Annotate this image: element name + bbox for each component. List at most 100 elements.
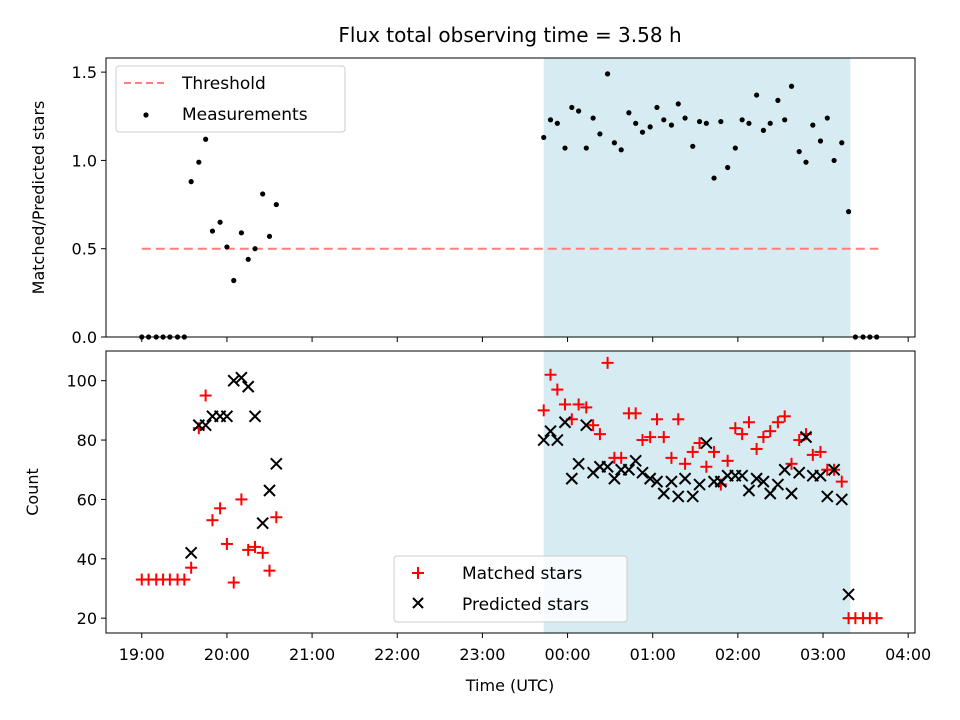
- matched-star-point: [256, 546, 269, 559]
- measurement-point: [725, 164, 731, 171]
- matched-star-point: [764, 425, 777, 438]
- measurement-point: [661, 117, 667, 123]
- predicted-star-point: [227, 374, 240, 387]
- matched-star-point: [185, 561, 198, 574]
- matched-star-point: [587, 419, 600, 432]
- measurement-point: [196, 159, 202, 165]
- measurement-point: [760, 127, 767, 133]
- y-tick-label: 1.5: [72, 63, 97, 82]
- measurement-point: [604, 71, 611, 77]
- predicted-star-point: [622, 463, 636, 476]
- measurement-point: [746, 120, 752, 126]
- predicted-star-point: [537, 433, 550, 447]
- matched-star-point: [263, 564, 276, 577]
- measurement-point: [209, 228, 216, 234]
- ratio-legend: Threshold Measurements: [115, 65, 346, 133]
- predicted-star-point: [242, 380, 255, 393]
- legend-matched-swatch: [412, 567, 424, 579]
- count-y-axis: 20 40 60 80 100: [66, 372, 106, 628]
- y-tick-label: 1.0: [72, 151, 97, 170]
- matched-star-point: [206, 514, 219, 527]
- measurement-point: [668, 122, 675, 128]
- predicted-star-point: [235, 371, 248, 384]
- predicted-star-point: [629, 454, 642, 468]
- matched-star-point: [650, 413, 663, 426]
- matched-star-point: [601, 356, 614, 369]
- predicted-star-point: [678, 472, 692, 485]
- x-tick-label: 00:00: [545, 645, 591, 664]
- predicted-star-point: [771, 478, 785, 491]
- matched-star-point: [771, 416, 784, 429]
- measurement-point: [611, 140, 617, 146]
- measurement-point: [260, 191, 266, 197]
- measurement-point: [817, 138, 824, 144]
- measurement-point: [576, 108, 582, 114]
- matched-star-point: [785, 457, 798, 470]
- matched-star-point: [742, 416, 755, 429]
- predicted-star-point: [263, 484, 276, 497]
- predicted-star-point: [650, 475, 664, 488]
- predicted-star-point: [601, 460, 614, 473]
- matched-star-point: [870, 612, 883, 625]
- matched-star-point: [700, 460, 713, 473]
- measurement-point: [754, 92, 760, 98]
- matched-star-point: [686, 445, 699, 458]
- legend-predicted-swatch: [412, 597, 424, 609]
- count-legend: Matched stars Predicted stars: [393, 555, 628, 623]
- predicted-star-point: [757, 475, 770, 488]
- matched-star-point: [721, 454, 734, 467]
- x-tick-label: 20:00: [204, 645, 250, 664]
- predicted-star-point: [572, 457, 585, 471]
- matched-star-point: [235, 493, 248, 506]
- predicted-star-point: [814, 469, 827, 482]
- measurement-point: [696, 118, 703, 125]
- predicted-star-point: [220, 410, 234, 423]
- measurement-point: [824, 115, 830, 121]
- matched-star-point: [835, 475, 848, 488]
- measurement-point: [569, 104, 575, 111]
- measurement-point: [711, 175, 717, 181]
- predicted-star-point: [686, 490, 699, 503]
- matched-star-point: [551, 383, 564, 396]
- measurement-point: [224, 244, 230, 250]
- predicted-star-point: [778, 463, 791, 476]
- matched-star-point: [729, 422, 742, 435]
- predicted-star-point: [742, 484, 756, 497]
- matched-star-point: [178, 573, 191, 586]
- measurement-point: [554, 120, 560, 126]
- measurement-point: [782, 117, 788, 123]
- matched-star-point: [559, 398, 572, 411]
- y-tick-label: 20: [77, 609, 97, 628]
- matched-star-point: [629, 407, 642, 420]
- x-axis-label: Time (UTC): [465, 676, 554, 695]
- y-tick-label: 100: [66, 372, 97, 391]
- measurement-point: [718, 118, 724, 125]
- legend-measurements-label: Measurements: [182, 105, 308, 125]
- y-tick-label: 40: [77, 550, 97, 569]
- predicted-star-point: [643, 472, 657, 485]
- predicted-star-point: [700, 436, 713, 450]
- measurement-point: [203, 136, 209, 142]
- measurement-point: [541, 134, 547, 141]
- predicted-star-point: [199, 419, 212, 432]
- measurement-point: [217, 219, 223, 225]
- predicted-star-point: [821, 490, 834, 503]
- matched-star-point: [693, 437, 706, 450]
- predicted-star-point: [835, 493, 848, 506]
- measurement-point: [732, 145, 738, 151]
- measurement-point: [273, 201, 279, 208]
- measurement-point: [703, 120, 709, 126]
- predicted-star-point: [580, 419, 593, 432]
- matched-star-point: [270, 511, 283, 524]
- measurement-point: [803, 159, 809, 165]
- ratio-axes-frame: [105, 57, 916, 338]
- matched-star-point: [572, 398, 585, 411]
- predicted-star-point: [693, 478, 706, 491]
- predicted-star-point: [785, 487, 798, 500]
- measurement-point: [245, 256, 251, 262]
- measurement-point: [252, 246, 258, 252]
- x-tick-label: 23:00: [459, 645, 505, 664]
- measurement-point: [597, 131, 603, 137]
- matched-star-point: [814, 445, 827, 458]
